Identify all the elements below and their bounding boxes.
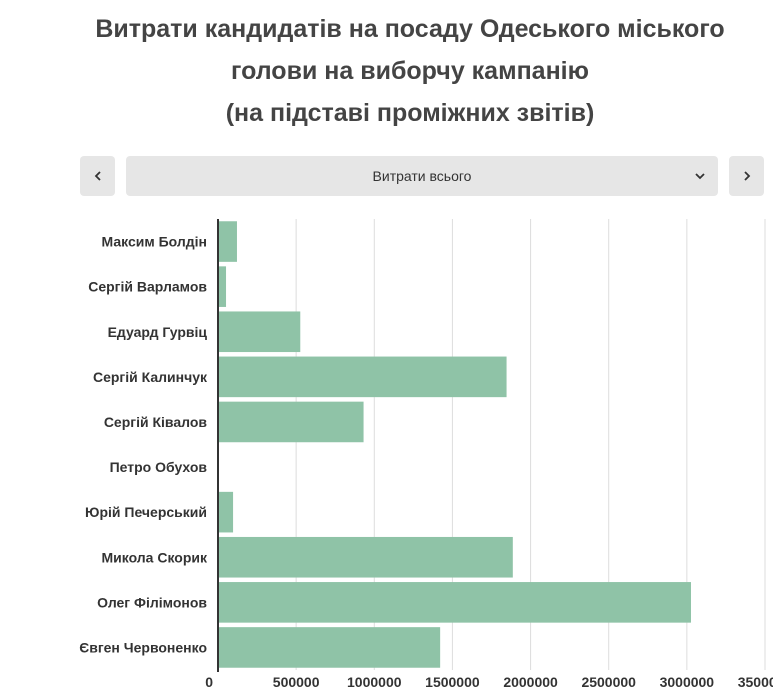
bar[interactable] — [219, 221, 237, 262]
x-tick-label: 2500000 — [581, 674, 636, 687]
prev-button[interactable] — [80, 156, 115, 196]
category-label: Юрій Печерський — [85, 504, 207, 520]
x-tick-label: 3500000 — [738, 674, 773, 687]
chevron-left-icon — [94, 171, 101, 181]
bar[interactable] — [219, 356, 507, 398]
bar[interactable] — [219, 491, 234, 533]
bar[interactable] — [219, 266, 227, 307]
category-label: Микола Скорик — [101, 549, 208, 565]
category-label: Олег Філімонов — [97, 594, 207, 610]
category-label: Сергій Ківалов — [104, 414, 208, 430]
x-tick-label: 1000000 — [347, 674, 402, 687]
bar[interactable] — [219, 536, 513, 578]
bar[interactable] — [219, 311, 301, 353]
bar[interactable] — [219, 582, 691, 623]
category-label: Петро Обухов — [110, 459, 208, 475]
bar[interactable] — [219, 401, 364, 443]
metric-select[interactable]: Витрати всього — [126, 156, 718, 196]
title-line-3: (на підставі проміжних звітів) — [225, 99, 595, 127]
category-label: Сергій Калинчук — [93, 369, 208, 385]
bar-chart: Максим Болдін Сергій Варламов Едуард Гурві… — [79, 219, 773, 687]
next-button[interactable] — [729, 156, 764, 196]
x-tick-label: 3000000 — [660, 674, 715, 687]
metric-select-value: Витрати всього — [372, 168, 472, 184]
title-line-2: голови на виборчу кампанію — [231, 57, 589, 85]
x-tick-label: 0 — [205, 674, 213, 687]
category-label: Євген Червоненко — [79, 639, 207, 655]
x-tick-label: 1500000 — [425, 674, 480, 687]
x-tick-label: 2000000 — [503, 674, 558, 687]
title-line-1: Витрати кандидатів на посаду Одеського м… — [95, 15, 725, 43]
x-tick-label: 500000 — [273, 674, 320, 687]
chevron-down-icon — [695, 173, 705, 180]
chart-title: Витрати кандидатів на посаду Одеського м… — [60, 8, 760, 134]
chevron-right-icon — [743, 171, 750, 181]
category-label: Сергій Варламов — [88, 279, 207, 295]
category-label: Максим Болдін — [102, 234, 207, 250]
bar[interactable] — [219, 627, 441, 668]
category-label: Едуард Гурвіц — [108, 324, 208, 340]
